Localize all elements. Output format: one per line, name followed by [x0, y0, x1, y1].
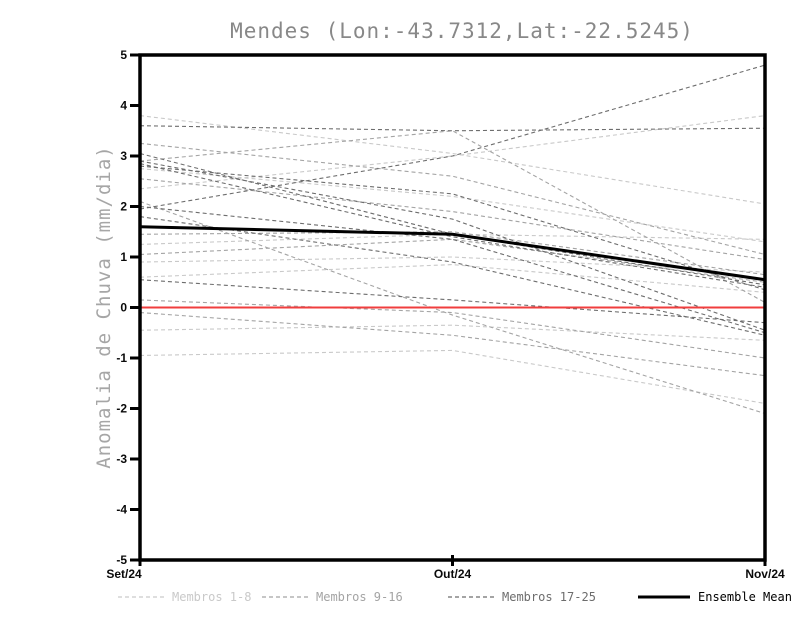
y-tick-label: 2: [120, 200, 127, 214]
member-line: [139, 160, 766, 331]
ensemble-mean-line: [139, 225, 766, 282]
member-line: [139, 163, 766, 288]
y-tick-label: 3: [120, 149, 127, 163]
member-line: [139, 264, 766, 293]
y-axis-label: Anomalia de Chuva (mm/dia): [93, 145, 115, 468]
member-line: [139, 256, 766, 273]
member-line: [139, 142, 766, 256]
legend-item-2: Membros 9-16: [262, 590, 403, 604]
legend-item-label: Membros 9-16: [316, 590, 403, 604]
member-line: [139, 324, 766, 341]
legend-item-label: Ensemble Mean: [698, 590, 792, 604]
y-tick-label: 4: [120, 99, 127, 113]
member-line: [139, 233, 766, 245]
member-group-2: [139, 130, 766, 415]
member-line: [139, 231, 766, 276]
legend-item-4: Ensemble Mean: [638, 590, 792, 604]
legend-item-3: Membros 17-25: [448, 590, 596, 604]
chart-title: Mendes (Lon:-43.7312,Lat:-22.5245): [230, 19, 694, 43]
y-tick-label: -1: [116, 351, 127, 365]
x-tick-label: Out/24: [434, 567, 472, 581]
legend-item-label: Membros 17-25: [502, 590, 596, 604]
x-tick-label: Nov/24: [745, 567, 785, 581]
member-line: [139, 200, 766, 415]
member-line: [139, 349, 766, 404]
x-tick-label: Set/24: [106, 567, 142, 581]
y-tick-label: -3: [116, 452, 127, 466]
legend-item-label: Membros 1-8: [172, 590, 251, 604]
y-tick-label: -4: [116, 503, 127, 517]
member-line: [139, 115, 766, 205]
y-tick-label: 1: [120, 250, 127, 264]
member-line: [139, 216, 766, 336]
member-line: [139, 279, 766, 324]
y-tick-label: 5: [120, 48, 127, 62]
member-line: [139, 125, 766, 132]
member-group-1: [139, 115, 766, 404]
y-tick-label: -2: [116, 402, 127, 416]
y-tick-label: 0: [120, 301, 127, 315]
legend: Membros 1-8 Membros 9-16 Membros 17-25 Ense…: [118, 590, 792, 604]
legend-item-1: Membros 1-8: [118, 590, 251, 604]
plot-area: -5 -4 -3 -2 -1 0 1 2 3 4 5 Set/24 Out/24 Nov/24: [106, 48, 785, 581]
member-line: [139, 64, 766, 210]
y-tick-label: -5: [116, 553, 127, 567]
member-group-3: [139, 64, 766, 336]
